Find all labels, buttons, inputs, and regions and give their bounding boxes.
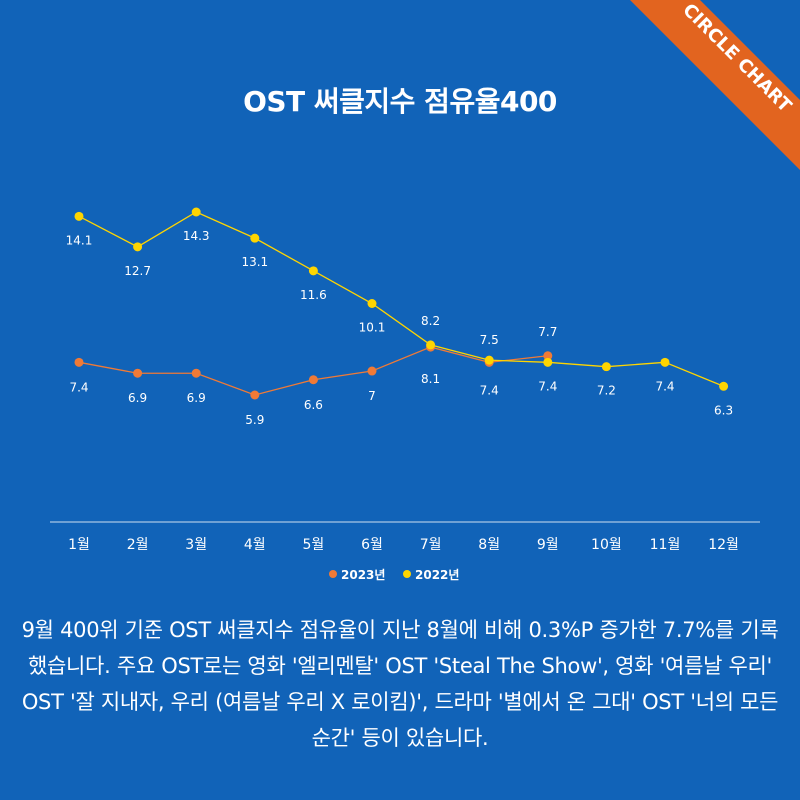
- data-point: [367, 366, 377, 376]
- data-point: [719, 381, 729, 391]
- data-point: [191, 207, 201, 217]
- data-point: [250, 233, 260, 243]
- data-label: 6.9: [187, 391, 206, 405]
- data-label: 7: [368, 389, 376, 403]
- x-tick-label: 1월: [68, 537, 90, 553]
- x-tick-label: 10월: [591, 537, 622, 553]
- x-tick-label: 4월: [244, 537, 266, 553]
- data-label: 7.4: [69, 380, 88, 394]
- x-tick-label: 2월: [127, 537, 149, 553]
- data-point: [191, 368, 201, 378]
- data-label: 5.9: [245, 413, 264, 427]
- data-label: 6.3: [714, 403, 733, 417]
- data-point: [543, 357, 553, 367]
- data-label: 6.6: [304, 398, 323, 412]
- series-line: [78, 346, 548, 396]
- data-point: [484, 355, 494, 365]
- data-label: 8.1: [421, 372, 440, 386]
- data-point: [250, 390, 260, 400]
- data-point: [367, 299, 377, 308]
- data-label: 13.1: [241, 255, 268, 269]
- x-tick-label: 3월: [185, 537, 207, 553]
- x-tick-label: 11월: [650, 537, 681, 553]
- data-label: 14.1: [66, 233, 93, 247]
- data-point: [543, 351, 553, 361]
- data-point: [74, 211, 84, 221]
- data-point: [660, 357, 670, 367]
- data-point: [133, 242, 143, 252]
- data-label: 14.3: [183, 229, 210, 243]
- data-label: 11.6: [300, 288, 327, 302]
- data-label: 7.4: [480, 383, 499, 397]
- legend-label: 2022년: [415, 568, 459, 582]
- data-label: 7.4: [538, 379, 557, 393]
- data-label: 12.7: [124, 264, 151, 278]
- x-tick-label: 12월: [708, 537, 739, 553]
- data-point: [308, 375, 318, 385]
- legend-marker: [403, 570, 411, 578]
- data-point: [308, 266, 318, 276]
- x-tick-label: 7월: [420, 537, 442, 553]
- data-point: [133, 368, 143, 378]
- series-line: [78, 211, 724, 387]
- data-point: [426, 340, 436, 350]
- data-label: 10.1: [359, 321, 386, 335]
- data-label: 7.5: [480, 333, 499, 347]
- data-point: [601, 362, 611, 372]
- line-chart: 1월 2월 3월 4월 5월 6월 7월 8월 9월 10월 11월 12월 14.1 12.7 14.3 1…: [50, 207, 760, 582]
- data-point: [74, 357, 84, 367]
- chart-title: OST 써클지수 점유율400: [243, 85, 557, 118]
- x-tick-label: 5월: [303, 537, 325, 553]
- description-text: 9월 400위 기준 OST 써클지수 점유율이 지난 8월에 비해 0.3%P…: [21, 618, 779, 750]
- data-label: 7.4: [655, 379, 674, 393]
- data-label: 7.7: [538, 325, 557, 339]
- x-tick-label: 8월: [478, 537, 500, 553]
- data-label: 7.2: [597, 384, 616, 398]
- x-tick-label: 6월: [361, 537, 383, 553]
- legend-label: 2023년: [341, 568, 385, 582]
- data-label: 6.9: [128, 391, 147, 405]
- x-tick-label: 9월: [537, 537, 559, 553]
- data-label: 8.2: [421, 314, 440, 328]
- legend-marker: [329, 570, 337, 578]
